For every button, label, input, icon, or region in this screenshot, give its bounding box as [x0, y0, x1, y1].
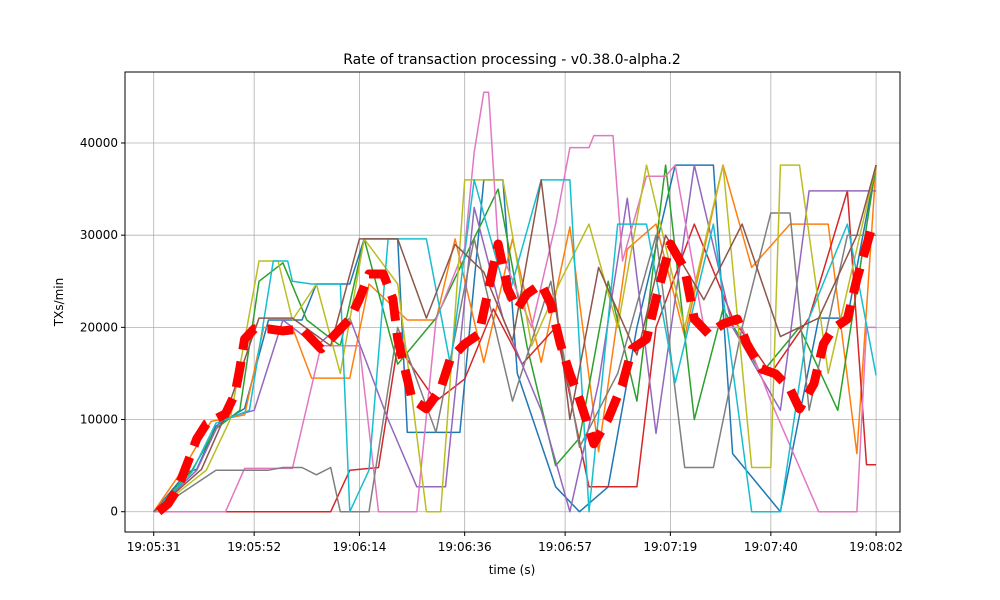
mean-dashed-line [155, 227, 876, 516]
y-tick-label: 40000 [80, 136, 118, 150]
x-tick-label: 19:07:19 [643, 540, 697, 554]
series-line-10 [153, 164, 877, 513]
x-tick-label: 19:06:36 [438, 540, 492, 554]
x-tick-label: 19:05:31 [127, 540, 181, 554]
x-tick-label: 19:08:02 [849, 540, 903, 554]
plot-frame [124, 71, 901, 533]
series-line-3 [153, 164, 877, 513]
y-tick-label: 0 [110, 505, 118, 519]
chart-title: Rate of transaction processing - v0.38.0… [343, 52, 680, 68]
series-group [153, 91, 877, 516]
y-tick-label: 20000 [80, 320, 118, 334]
x-tick-label: 19:05:52 [227, 540, 281, 554]
x-axis-label: time (s) [489, 563, 536, 577]
series-line-4 [153, 190, 877, 513]
series-line-8 [153, 164, 877, 513]
x-tick-label: 19:07:40 [744, 540, 798, 554]
x-tick-label: 19:06:57 [538, 540, 592, 554]
series-line-7 [153, 212, 877, 513]
x-tick-label: 19:06:14 [332, 540, 386, 554]
y-tick-label: 10000 [80, 413, 118, 427]
y-tick-label: 30000 [80, 228, 118, 242]
series-line-6 [153, 91, 877, 513]
y-axis: 0 10000 20000 30000 40000 [80, 136, 125, 519]
y-axis-label: TXs/min [52, 278, 66, 327]
series-line-9 [153, 179, 877, 513]
x-axis: 19:05:31 19:05:52 19:06:14 19:06:36 19:06:57… [127, 532, 903, 554]
